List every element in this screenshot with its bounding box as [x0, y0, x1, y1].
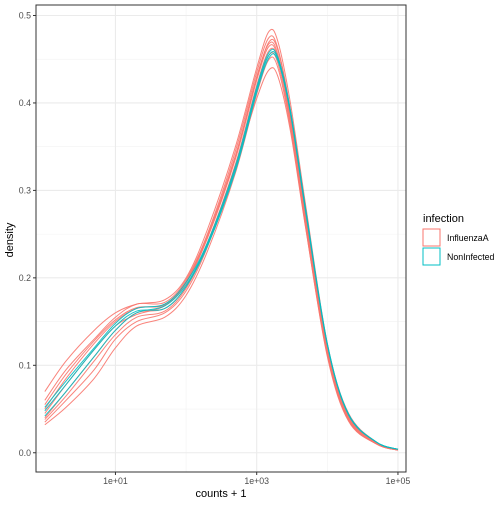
y-tick-label: 0.1	[19, 360, 31, 370]
x-tick-label: 1e+01	[103, 476, 128, 486]
density-curve-influenzaa-8	[44, 67, 399, 451]
x-tick-label: 1e+03	[244, 476, 269, 486]
density-curves	[44, 28, 399, 451]
legend-title: infection	[423, 213, 464, 225]
y-tick-label: 0.3	[19, 185, 31, 195]
panel-border	[35, 4, 407, 473]
legend-entries: InfluenzaA NonInfected	[422, 228, 495, 266]
legend-label-noninfected: NonInfected	[447, 252, 495, 262]
legend-label-influenzaa: InfluenzaA	[447, 233, 489, 243]
y-tick-label: 0.5	[19, 10, 31, 20]
legend-key-noninfected	[422, 247, 441, 266]
y-axis-label: density	[4, 222, 16, 257]
legend: infection InfluenzaA NonInfected	[422, 213, 495, 266]
axes: 1e+01 1e+03 1e+05 0.0 0.1 0.2 0.3 0.4 0.5	[19, 10, 411, 486]
legend-key-influenzaa	[422, 228, 441, 247]
y-tick-label: 0.0	[19, 448, 31, 458]
density-curve-influenzaa-9	[44, 38, 399, 450]
x-axis-label: counts + 1	[195, 488, 246, 500]
y-tick-label: 0.4	[19, 98, 31, 108]
y-tick-label: 0.2	[19, 273, 31, 283]
x-tick-label: 1e+05	[386, 476, 411, 486]
density-curve-noninfected-12	[44, 48, 399, 450]
